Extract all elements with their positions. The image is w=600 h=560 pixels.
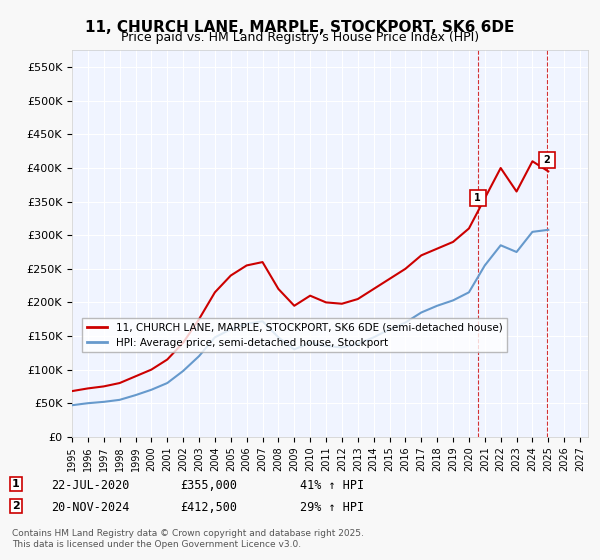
Text: Price paid vs. HM Land Registry's House Price Index (HPI): Price paid vs. HM Land Registry's House …: [121, 31, 479, 44]
Legend: 11, CHURCH LANE, MARPLE, STOCKPORT, SK6 6DE (semi-detached house), HPI: Average : 11, CHURCH LANE, MARPLE, STOCKPORT, SK6 …: [82, 319, 506, 352]
Text: 22-JUL-2020: 22-JUL-2020: [51, 479, 130, 492]
Text: £412,500: £412,500: [180, 501, 237, 514]
Text: 29% ↑ HPI: 29% ↑ HPI: [300, 501, 364, 514]
Text: 1: 1: [12, 479, 20, 489]
Text: 2: 2: [12, 501, 20, 511]
Text: 41% ↑ HPI: 41% ↑ HPI: [300, 479, 364, 492]
Text: £355,000: £355,000: [180, 479, 237, 492]
Text: Contains HM Land Registry data © Crown copyright and database right 2025.
This d: Contains HM Land Registry data © Crown c…: [12, 529, 364, 549]
Text: 20-NOV-2024: 20-NOV-2024: [51, 501, 130, 514]
Text: 2: 2: [543, 155, 550, 165]
Text: 1: 1: [474, 193, 481, 203]
Text: 11, CHURCH LANE, MARPLE, STOCKPORT, SK6 6DE: 11, CHURCH LANE, MARPLE, STOCKPORT, SK6 …: [85, 20, 515, 35]
